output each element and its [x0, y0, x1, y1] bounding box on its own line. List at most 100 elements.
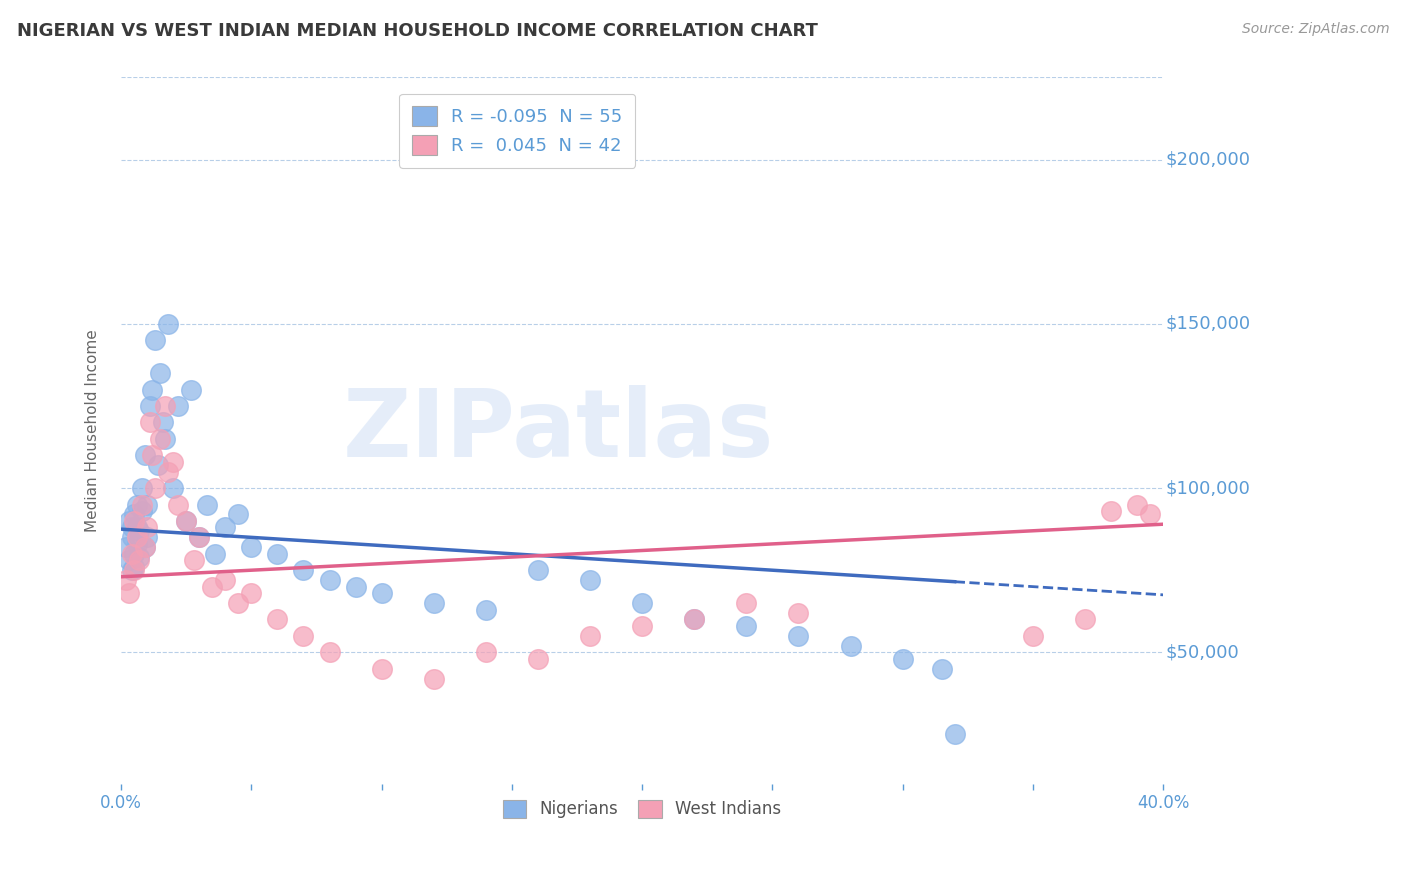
Point [735, 619, 758, 633]
Point [128, 550, 150, 565]
Point [787, 629, 810, 643]
Point [152, 416, 174, 430]
Point [143, 481, 166, 495]
Point [174, 514, 197, 528]
Point [115, 540, 138, 554]
Point [118, 553, 141, 567]
Text: NIGERIAN VS WEST INDIAN MEDIAN HOUSEHOLD INCOME CORRELATION CHART: NIGERIAN VS WEST INDIAN MEDIAN HOUSEHOLD… [17, 22, 818, 40]
Point [157, 465, 180, 479]
Point [122, 547, 145, 561]
Point [122, 514, 145, 528]
Text: ZIPatlas: ZIPatlas [343, 384, 775, 476]
Point [118, 514, 141, 528]
Point [188, 530, 211, 544]
Point [201, 580, 224, 594]
Point [839, 639, 862, 653]
Point [149, 366, 172, 380]
Point [370, 662, 392, 676]
Text: $100,000: $100,000 [1166, 479, 1250, 497]
Point [318, 645, 340, 659]
Point [136, 530, 159, 544]
Point [931, 662, 953, 676]
Point [475, 645, 498, 659]
Point [134, 448, 156, 462]
Point [422, 672, 444, 686]
Point [370, 586, 392, 600]
Point [266, 612, 288, 626]
Point [1022, 629, 1045, 643]
Point [125, 537, 148, 551]
Point [214, 573, 236, 587]
Point [188, 530, 211, 544]
Point [292, 563, 315, 577]
Point [162, 455, 184, 469]
Point [579, 629, 602, 643]
Point [121, 563, 143, 577]
Text: $150,000: $150,000 [1166, 315, 1250, 333]
Point [121, 547, 143, 561]
Point [131, 504, 153, 518]
Point [180, 383, 202, 397]
Point [1126, 498, 1149, 512]
Point [787, 606, 810, 620]
Point [131, 498, 153, 512]
Text: $200,000: $200,000 [1166, 151, 1250, 169]
Point [122, 563, 145, 577]
Point [141, 448, 163, 462]
Point [228, 508, 250, 522]
Legend: Nigerians, West Indians: Nigerians, West Indians [496, 793, 787, 825]
Point [128, 553, 150, 567]
Point [344, 580, 367, 594]
Point [131, 481, 153, 495]
Y-axis label: Median Household Income: Median Household Income [86, 329, 100, 532]
Point [527, 563, 550, 577]
Point [162, 481, 184, 495]
Point [139, 416, 162, 430]
Point [125, 498, 148, 512]
Point [125, 520, 148, 534]
Point [167, 498, 190, 512]
Point [318, 573, 340, 587]
Point [631, 619, 654, 633]
Point [266, 547, 288, 561]
Point [134, 540, 156, 554]
Point [240, 586, 263, 600]
Point [139, 399, 162, 413]
Point [292, 629, 315, 643]
Point [128, 524, 150, 538]
Point [527, 652, 550, 666]
Point [118, 586, 141, 600]
Point [735, 596, 758, 610]
Point [214, 520, 236, 534]
Point [125, 530, 148, 544]
Point [195, 498, 218, 512]
Point [122, 508, 145, 522]
Point [115, 573, 138, 587]
Point [167, 399, 190, 413]
Point [174, 514, 197, 528]
Point [134, 540, 156, 554]
Point [204, 547, 226, 561]
Point [891, 652, 914, 666]
Point [683, 612, 706, 626]
Text: Source: ZipAtlas.com: Source: ZipAtlas.com [1241, 22, 1389, 37]
Point [1099, 504, 1122, 518]
Point [240, 540, 263, 554]
Point [146, 458, 169, 472]
Point [122, 560, 145, 574]
Point [136, 520, 159, 534]
Point [943, 727, 966, 741]
Point [631, 596, 654, 610]
Point [228, 596, 250, 610]
Point [155, 432, 177, 446]
Point [475, 602, 498, 616]
Point [121, 530, 143, 544]
Point [1074, 612, 1097, 626]
Point [183, 553, 205, 567]
Point [155, 399, 177, 413]
Point [157, 317, 180, 331]
Point [141, 383, 163, 397]
Point [579, 573, 602, 587]
Text: $50,000: $50,000 [1166, 643, 1239, 661]
Point [143, 333, 166, 347]
